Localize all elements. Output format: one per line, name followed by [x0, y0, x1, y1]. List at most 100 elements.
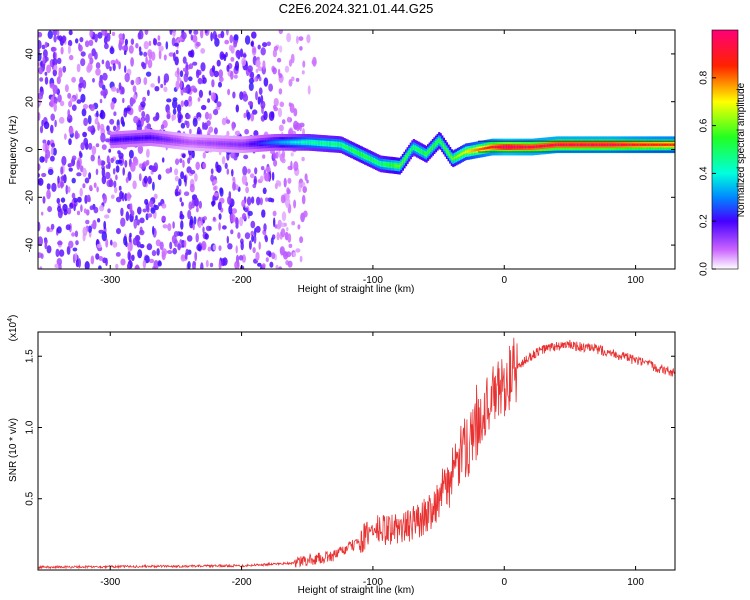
noise-cell — [136, 219, 140, 226]
noise-cell — [71, 155, 77, 161]
noise-cell — [200, 30, 204, 39]
noise-cell — [278, 88, 283, 95]
noise-cell — [116, 60, 120, 65]
ridge-cell — [127, 137, 130, 141]
noise-cell — [118, 38, 124, 46]
noise-cell — [64, 133, 67, 140]
ridge-cell — [600, 143, 603, 146]
noise-cell — [86, 194, 91, 202]
noise-cell — [191, 150, 195, 159]
noise-cell — [115, 263, 119, 269]
noise-cell — [301, 194, 306, 205]
noise-cell — [196, 206, 199, 213]
noise-cell — [68, 127, 74, 135]
noise-cell — [68, 54, 74, 61]
noise-cell — [157, 174, 162, 181]
noise-cell — [184, 252, 188, 260]
noise-cell — [89, 57, 94, 65]
noise-cell — [101, 59, 105, 65]
noise-cell — [127, 242, 133, 252]
ridge-cell — [362, 154, 365, 157]
noise-cell — [183, 175, 187, 183]
ridge-cell — [148, 136, 151, 139]
noise-cell — [224, 39, 230, 45]
ridge-cell — [598, 143, 601, 146]
noise-cell — [47, 139, 51, 146]
noise-cell — [172, 30, 176, 37]
noise-cell — [95, 143, 100, 148]
noise-cell — [211, 79, 215, 88]
ridge-cell — [468, 150, 471, 153]
noise-cell — [65, 224, 71, 231]
ridge-cell — [417, 148, 420, 152]
noise-cell — [230, 213, 236, 223]
noise-cell — [209, 262, 214, 268]
noise-cell — [110, 101, 115, 110]
noise-cell — [203, 216, 207, 221]
noise-cell — [312, 56, 317, 67]
noise-cell — [110, 157, 115, 163]
ridge-cell — [373, 159, 376, 163]
noise-cell — [46, 64, 52, 74]
noise-cell — [218, 260, 222, 269]
noise-cell — [42, 139, 47, 144]
ridge-cell — [416, 147, 419, 151]
ridge-cell — [453, 156, 456, 160]
noise-cell — [288, 59, 293, 67]
ridge-cell — [113, 138, 116, 141]
ridge-cell — [398, 165, 401, 168]
ridge-cell — [658, 143, 661, 146]
noise-cell — [210, 32, 213, 42]
noise-cell — [77, 258, 81, 268]
noise-cell — [233, 40, 238, 48]
noise-cell — [195, 232, 199, 243]
noise-cell — [69, 162, 73, 167]
noise-cell — [262, 42, 268, 48]
noise-cell — [38, 48, 41, 54]
noise-cell — [68, 30, 73, 36]
noise-cell — [151, 51, 156, 61]
ridge-cell — [548, 144, 551, 147]
noise-cell — [188, 95, 192, 102]
noise-cell — [105, 60, 110, 70]
ridge-cell — [545, 144, 548, 147]
noise-cell — [58, 249, 65, 257]
noise-cell — [87, 115, 92, 125]
noise-cell — [115, 196, 122, 203]
ridge-cell — [390, 164, 393, 167]
ridge-cell — [198, 141, 201, 144]
noise-cell — [218, 213, 222, 220]
ridge-cell — [491, 145, 494, 149]
ridge-cell — [663, 143, 666, 146]
ridge-cell — [532, 145, 535, 149]
noise-cell — [255, 68, 259, 73]
noise-cell — [257, 66, 263, 72]
noise-cell — [244, 128, 250, 135]
ridge-cell — [515, 145, 518, 149]
ridge-cell — [225, 142, 228, 146]
ridge-cell — [411, 147, 414, 150]
y-tick-label: -20 — [25, 190, 36, 205]
noise-cell — [125, 107, 131, 112]
noise-cell — [122, 167, 125, 176]
ridge-cell — [165, 138, 168, 141]
ridge-cell — [269, 141, 272, 144]
noise-cell — [248, 77, 254, 84]
ridge-cell — [449, 154, 452, 157]
ridge-cell — [174, 139, 178, 142]
noise-cell — [207, 98, 211, 103]
noise-cell — [186, 235, 193, 242]
noise-cell — [50, 113, 55, 121]
noise-cell — [212, 216, 216, 221]
noise-cell — [102, 194, 107, 204]
noise-cell — [108, 148, 112, 153]
noise-cell — [71, 232, 76, 237]
ridge-cell — [340, 143, 343, 147]
ridge-cell — [237, 143, 241, 146]
ridge-cell — [370, 158, 373, 161]
ridge-cell — [583, 143, 586, 146]
noise-cell — [78, 82, 84, 89]
ridge-cell — [625, 143, 628, 146]
ridge-cell — [540, 145, 543, 148]
noise-cell — [195, 41, 201, 47]
